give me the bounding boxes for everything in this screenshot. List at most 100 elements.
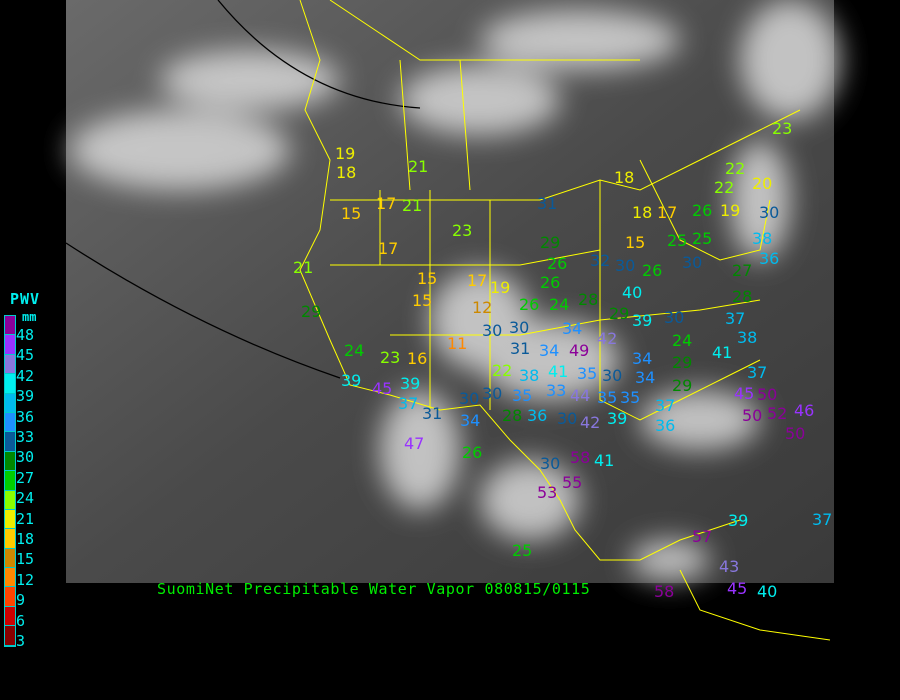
legend-label: 12 <box>16 570 35 589</box>
legend-swatch <box>5 509 15 530</box>
station-pwv-label: 36 <box>759 249 779 268</box>
station-pwv-label: 42 <box>580 413 600 432</box>
legend-label: 6 <box>16 611 26 630</box>
station-pwv-label: 47 <box>404 434 424 453</box>
station-pwv-label: 17 <box>376 194 396 213</box>
station-pwv-label: 15 <box>341 204 361 223</box>
station-pwv-label: 50 <box>742 406 762 425</box>
station-pwv-label: 40 <box>757 582 777 601</box>
station-pwv-label: 29 <box>301 302 321 321</box>
legend-swatch <box>5 471 15 491</box>
station-pwv-label: 30 <box>682 253 702 272</box>
station-pwv-label: 58 <box>654 582 674 601</box>
legend-swatch <box>5 316 15 336</box>
station-pwv-label: 37 <box>812 510 832 529</box>
station-pwv-label: 17 <box>467 271 487 290</box>
station-pwv-label: 35 <box>577 364 597 383</box>
station-pwv-label: 12 <box>472 298 492 317</box>
station-pwv-label: 50 <box>785 424 805 443</box>
station-pwv-label: 39 <box>607 409 627 428</box>
legend-swatch <box>5 412 15 433</box>
station-pwv-label: 53 <box>537 483 557 502</box>
station-pwv-label: 24 <box>672 331 692 350</box>
station-pwv-label: 34 <box>460 411 480 430</box>
legend-label: 15 <box>16 550 35 569</box>
station-pwv-label: 29 <box>672 376 692 395</box>
station-pwv-label: 30 <box>482 321 502 340</box>
station-pwv-label: 44 <box>570 386 590 405</box>
station-pwv-label: 21 <box>293 258 313 277</box>
station-pwv-label: 26 <box>547 254 567 273</box>
station-pwv-label: 43 <box>719 557 739 576</box>
station-pwv-label: 21 <box>402 196 422 215</box>
station-pwv-label: 37 <box>398 394 418 413</box>
station-pwv-label: 58 <box>570 448 590 467</box>
station-pwv-label: 30 <box>602 366 622 385</box>
station-pwv-label: 23 <box>380 348 400 367</box>
station-pwv-label: 15 <box>412 291 432 310</box>
station-pwv-label: 50 <box>757 385 777 404</box>
station-pwv-label: 30 <box>459 389 479 408</box>
station-pwv-label: 17 <box>378 239 398 258</box>
station-pwv-label: 25 <box>512 541 532 560</box>
station-pwv-label: 30 <box>664 308 684 327</box>
legend-swatch <box>5 626 15 646</box>
legend-label: 9 <box>16 591 26 610</box>
station-pwv-label: 21 <box>408 157 428 176</box>
station-pwv-label: 34 <box>632 349 652 368</box>
station-pwv-label: 42 <box>597 329 617 348</box>
legend-label: 33 <box>16 428 35 446</box>
station-pwv-label: 29 <box>672 353 692 372</box>
legend-label: 36 <box>16 407 35 426</box>
station-pwv-label: 30 <box>615 256 635 275</box>
station-pwv-label: 30 <box>509 318 529 337</box>
legend-unit: mm <box>22 310 37 324</box>
station-pwv-label: 35 <box>512 386 532 405</box>
station-pwv-label: 11 <box>447 334 467 353</box>
legend-title: PWV <box>10 290 41 308</box>
station-pwv-label: 34 <box>539 341 559 360</box>
station-pwv-label: 39 <box>400 374 420 393</box>
station-pwv-label: 39 <box>728 511 748 530</box>
legend-label: 21 <box>16 509 35 528</box>
station-pwv-label: 15 <box>625 233 645 252</box>
station-pwv-label: 31 <box>422 404 442 423</box>
legend-label: 42 <box>16 366 35 385</box>
orbit-lines <box>65 0 421 379</box>
station-pwv-label: 34 <box>635 368 655 387</box>
legend-label: 24 <box>16 489 35 508</box>
station-pwv-label: 19 <box>335 144 355 163</box>
station-pwv-label: 16 <box>407 349 427 368</box>
station-pwv-label: 38 <box>752 229 772 248</box>
station-pwv-label: 28 <box>578 290 598 309</box>
station-pwv-label: 26 <box>540 273 560 292</box>
station-pwv-label: 32 <box>590 251 610 270</box>
station-pwv-label: 23 <box>452 221 472 240</box>
station-pwv-label: 18 <box>632 203 652 222</box>
station-pwv-label: 15 <box>417 269 437 288</box>
station-pwv-label: 30 <box>540 454 560 473</box>
station-pwv-label: 49 <box>569 341 589 360</box>
station-pwv-label: 19 <box>490 278 510 297</box>
station-pwv-label: 46 <box>794 401 814 420</box>
station-pwv-label: 33 <box>546 381 566 400</box>
legend-label: 39 <box>16 387 35 406</box>
station-pwv-label: 26 <box>692 201 712 220</box>
station-pwv-label: 26 <box>462 443 482 462</box>
station-pwv-label: 40 <box>622 283 642 302</box>
station-pwv-label: 30 <box>557 409 577 428</box>
station-pwv-label: 41 <box>548 362 568 381</box>
legend-label: 45 <box>16 346 35 365</box>
station-pwv-label: 26 <box>519 295 539 314</box>
legend-swatch <box>5 529 15 549</box>
legend-swatch <box>5 335 15 355</box>
legend-label: 18 <box>16 530 35 548</box>
station-pwv-label: 57 <box>692 527 712 546</box>
station-pwv-label: 24 <box>549 295 569 314</box>
station-pwv-label: 31 <box>510 339 530 358</box>
station-pwv-label: 18 <box>614 168 634 187</box>
station-pwv-label: 19 <box>720 201 740 220</box>
legend-swatch <box>5 451 15 472</box>
station-pwv-label: 45 <box>727 579 747 598</box>
